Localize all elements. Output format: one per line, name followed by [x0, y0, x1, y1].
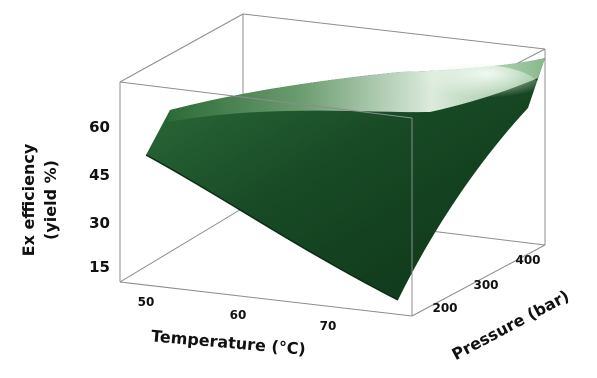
z-tick-label: 300 [473, 278, 498, 292]
z-tick-label: 400 [515, 253, 540, 267]
y-tick-label: 30 [89, 214, 110, 232]
x-axis-ticks: 50 60 70 [138, 295, 337, 333]
y-tick-label: 60 [89, 118, 110, 136]
surface-front-edge [145, 154, 399, 301]
box-edge-floor-front [119, 281, 413, 317]
z-axis-label: Pressure (bar) [449, 286, 573, 364]
surface-body [146, 58, 545, 300]
box-edge-top-left [119, 13, 244, 83]
x-tick-label: 50 [138, 295, 155, 309]
z-tick-label: 200 [432, 301, 457, 315]
response-surface [145, 58, 545, 301]
y-tick-label: 45 [89, 166, 110, 184]
y-tick-label: 15 [89, 258, 110, 276]
box-edge-floor-left [119, 207, 244, 283]
z-axis-ticks: 200 300 400 [432, 253, 540, 315]
x-tick-label: 70 [320, 319, 337, 333]
y-axis-label-line-2: (yield %) [41, 160, 60, 240]
box-edge-top-back [242, 13, 546, 50]
box-front-edges [119, 81, 546, 317]
surface-highlight [400, 64, 540, 112]
y-axis-label-line-1: Ex efficiency [19, 143, 38, 256]
x-axis-label: Temperature (°C) [150, 326, 306, 358]
x-tick-label: 60 [230, 308, 247, 322]
box-edge-floor-right [411, 244, 546, 317]
box-edge-top-front [119, 81, 413, 119]
y-axis-ticks: 15 30 45 60 [89, 118, 110, 276]
